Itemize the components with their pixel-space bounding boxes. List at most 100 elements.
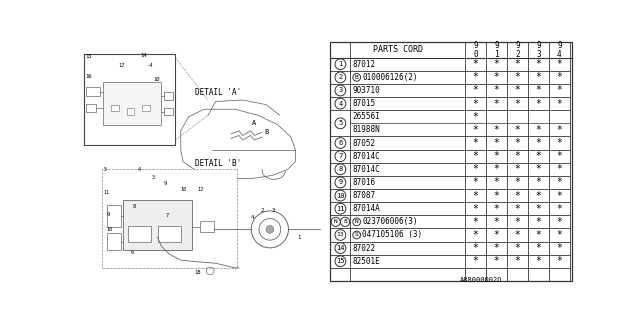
Text: *: * [493,217,499,227]
Text: *: * [556,217,563,227]
Text: *: * [536,59,541,69]
FancyBboxPatch shape [200,221,214,232]
Text: *: * [473,85,479,95]
Text: B: B [355,75,358,80]
Text: *: * [536,177,541,188]
Text: *: * [556,243,563,253]
Text: 15: 15 [85,54,92,59]
Text: *: * [515,85,520,95]
Text: *: * [473,204,479,214]
Text: 11: 11 [103,190,109,195]
Text: *: * [556,99,563,108]
Text: 5: 5 [103,167,106,172]
Text: *: * [493,204,499,214]
FancyBboxPatch shape [84,54,175,145]
Text: *: * [515,151,520,161]
Text: N: N [355,219,358,224]
Text: 10: 10 [180,187,187,192]
Text: -4: -4 [146,63,152,68]
Text: 9
1: 9 1 [494,41,499,59]
Text: *: * [536,230,541,240]
Text: *: * [536,151,541,161]
Text: 4: 4 [250,215,253,220]
Text: B: B [264,129,269,135]
Text: 8: 8 [343,219,347,224]
Text: *: * [515,125,520,135]
Text: *: * [556,125,563,135]
Text: DETAIL 'B': DETAIL 'B' [195,159,241,168]
Text: 4: 4 [339,100,342,107]
Text: *: * [493,164,499,174]
Text: *: * [556,72,563,82]
FancyBboxPatch shape [86,87,100,96]
Text: 047105106 (3): 047105106 (3) [362,230,422,239]
Text: 13: 13 [337,232,344,237]
Text: 3: 3 [339,87,342,93]
Text: 9: 9 [339,180,342,185]
Text: *: * [515,164,520,174]
Text: *: * [515,217,520,227]
Text: *: * [515,230,520,240]
Text: *: * [493,125,499,135]
Text: *: * [493,85,499,95]
Text: *: * [473,191,479,201]
FancyBboxPatch shape [164,92,173,100]
Text: 10: 10 [106,227,113,232]
Text: 15: 15 [336,258,345,264]
Text: 10: 10 [154,77,160,82]
Text: S: S [355,232,358,237]
Text: 10: 10 [336,193,345,199]
Text: *: * [556,256,563,266]
Text: 14: 14 [140,53,147,58]
Text: *: * [473,151,479,161]
Text: *: * [493,177,499,188]
Text: *: * [473,177,479,188]
Text: DETAIL 'A': DETAIL 'A' [195,88,241,97]
Text: 14: 14 [336,245,345,251]
Text: 81988N: 81988N [353,125,381,134]
Text: 7: 7 [165,213,168,218]
Text: *: * [536,164,541,174]
Text: 2: 2 [260,208,264,213]
Text: 3: 3 [271,208,275,213]
FancyBboxPatch shape [107,233,121,250]
Text: *: * [473,125,479,135]
Text: *: * [473,230,479,240]
Text: *: * [493,243,499,253]
Text: *: * [493,99,499,108]
Text: *: * [493,256,499,266]
Text: *: * [473,99,479,108]
Text: A88000002O: A88000002O [460,277,502,284]
Text: 87016: 87016 [353,178,376,187]
Text: *: * [536,191,541,201]
Text: 1: 1 [339,61,342,67]
Text: *: * [515,138,520,148]
Text: 1: 1 [298,235,301,240]
Text: *: * [473,164,479,174]
FancyBboxPatch shape [86,104,95,112]
Text: 9: 9 [164,181,167,186]
Text: *: * [493,151,499,161]
Text: 010006126(2): 010006126(2) [362,73,418,82]
FancyBboxPatch shape [164,108,173,116]
Text: 9
4: 9 4 [557,41,562,59]
Text: 9
2: 9 2 [515,41,520,59]
Text: *: * [473,138,479,148]
Text: 7: 7 [339,153,342,159]
FancyBboxPatch shape [102,169,237,268]
Text: *: * [536,138,541,148]
FancyBboxPatch shape [123,200,193,250]
Text: 2: 2 [339,74,342,80]
Text: *: * [556,138,563,148]
FancyBboxPatch shape [330,42,572,281]
Text: 87012: 87012 [353,60,376,69]
Text: *: * [556,151,563,161]
Text: *: * [556,85,563,95]
Text: *: * [515,99,520,108]
Text: *: * [536,243,541,253]
Text: 87014C: 87014C [353,165,381,174]
Text: *: * [515,72,520,82]
FancyBboxPatch shape [127,108,134,115]
Text: 903710: 903710 [353,86,381,95]
Text: 5: 5 [339,120,342,126]
